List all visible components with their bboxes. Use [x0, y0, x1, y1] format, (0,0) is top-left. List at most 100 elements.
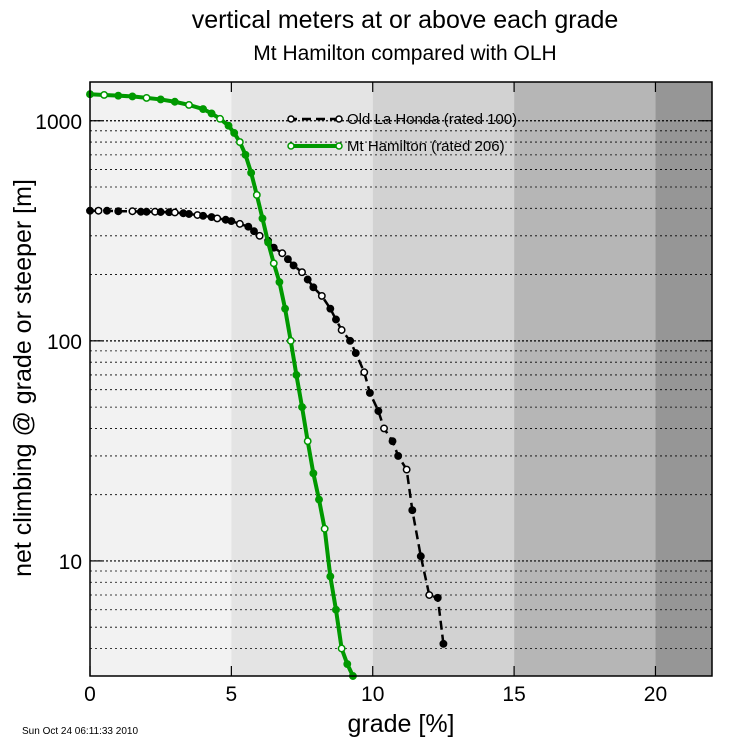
y-tick-label-1000: 1000 — [35, 111, 82, 134]
data-point-0-29 — [303, 275, 312, 284]
data-point-0-19 — [235, 219, 244, 228]
data-point-0-35 — [346, 336, 355, 345]
background-bands — [90, 82, 712, 676]
data-point-1-23 — [292, 370, 301, 379]
data-point-1-4 — [142, 93, 151, 102]
data-point-0-26 — [283, 255, 292, 264]
data-point-1-8 — [199, 105, 208, 114]
data-point-1-27 — [315, 495, 323, 504]
data-point-1-19 — [269, 259, 278, 268]
data-point-0-40 — [380, 424, 388, 433]
data-point-0-43 — [402, 465, 411, 474]
data-point-1-12 — [230, 129, 239, 137]
x-tick-label-20: 20 — [644, 683, 667, 706]
data-point-1-30 — [332, 605, 340, 614]
legend-swatch-mth-marker-left — [287, 142, 295, 150]
data-point-0-6 — [142, 207, 151, 216]
x-tick-label-10: 10 — [361, 683, 384, 706]
data-point-0-38 — [365, 388, 374, 397]
y-tick-label-10: 10 — [59, 551, 82, 574]
y-axis-label: net climbing @ grade or steeper [m] — [9, 179, 37, 577]
data-point-1-1 — [100, 90, 109, 99]
data-point-0-33 — [332, 315, 340, 324]
data-point-0-10 — [170, 208, 179, 217]
grade-band-3 — [514, 82, 656, 676]
data-point-1-24 — [298, 403, 306, 412]
data-point-1-22 — [286, 336, 295, 345]
data-point-0-45 — [416, 552, 425, 561]
data-point-0-27 — [289, 261, 298, 270]
timestamp: Sun Oct 24 06:11:33 2010 — [22, 726, 138, 737]
x-tick-label-15: 15 — [502, 683, 525, 706]
data-point-0-20 — [244, 222, 253, 231]
data-point-1-26 — [309, 469, 318, 478]
data-point-1-20 — [275, 278, 284, 286]
data-point-0-30 — [309, 283, 318, 292]
legend-swatch-mth-marker-right — [335, 142, 343, 150]
data-point-0-48 — [439, 639, 448, 648]
data-point-0-22 — [255, 231, 264, 240]
data-point-1-28 — [320, 524, 329, 533]
x-axis-ticks: 0 5 10 15 20 — [84, 82, 667, 706]
data-point-1-31 — [337, 644, 346, 653]
data-point-0-1 — [94, 206, 103, 215]
series-layer — [86, 90, 448, 680]
data-point-0-8 — [156, 208, 165, 216]
data-point-0-14 — [199, 211, 208, 220]
grade-band-4 — [655, 82, 712, 676]
data-point-1-25 — [303, 437, 312, 446]
data-point-1-11 — [224, 121, 233, 130]
data-point-0-47 — [433, 593, 442, 602]
grade-band-0 — [90, 82, 232, 676]
data-point-1-6 — [170, 97, 179, 106]
data-point-0-25 — [278, 249, 287, 258]
data-point-1-17 — [258, 214, 267, 223]
data-point-1-32 — [343, 660, 352, 668]
legend-swatch-olh-marker-left — [287, 115, 295, 123]
y-axis-ticks: 10 100 1000 — [35, 111, 712, 574]
data-point-0-46 — [425, 591, 434, 599]
data-point-1-21 — [281, 304, 290, 313]
x-tick-label-5: 5 — [226, 683, 238, 706]
data-point-0-12 — [185, 210, 193, 218]
x-tick-label-0: 0 — [84, 683, 96, 706]
data-point-0-4 — [128, 207, 137, 216]
data-point-0-21 — [250, 227, 258, 236]
data-point-0-32 — [326, 304, 335, 313]
legend-entry-olh: Old La Honda (rated 100) — [287, 111, 517, 128]
plot-frame — [89, 81, 713, 677]
series-1 — [86, 90, 357, 680]
data-point-0-44 — [408, 506, 417, 515]
data-point-1-18 — [264, 238, 273, 247]
legend-label-olh: Old La Honda (rated 100) — [347, 111, 517, 128]
legend-swatch-olh-marker-right — [335, 115, 343, 123]
data-point-1-14 — [241, 150, 250, 159]
data-point-1-10 — [216, 114, 225, 123]
data-point-1-13 — [235, 138, 244, 147]
data-point-1-2 — [114, 91, 123, 100]
data-point-0-2 — [103, 206, 111, 215]
grade-band-2 — [372, 82, 515, 676]
data-point-1-15 — [247, 168, 256, 177]
data-point-0-42 — [394, 451, 403, 460]
data-point-1-16 — [252, 191, 261, 199]
data-point-0-16 — [213, 214, 222, 223]
series-0 — [86, 206, 448, 648]
data-point-1-9 — [207, 109, 216, 118]
data-point-1-3 — [128, 92, 137, 101]
data-point-1-7 — [185, 100, 193, 109]
data-point-1-5 — [156, 95, 165, 104]
data-point-0-39 — [374, 407, 383, 415]
chart-title: vertical meters at or above each grade — [192, 6, 619, 34]
data-point-1-29 — [326, 572, 335, 581]
data-point-0-36 — [351, 349, 360, 358]
series-line-1 — [89, 92, 355, 677]
x-axis-label: grade [%] — [347, 710, 454, 738]
data-point-0-3 — [114, 207, 123, 216]
y-tick-label-100: 100 — [47, 331, 82, 354]
legend-label-mt-hamilton: Mt Hamilton (rated 206) — [347, 138, 505, 155]
data-point-0-34 — [337, 326, 346, 334]
data-point-0-31 — [317, 291, 326, 300]
legend: Old La Honda (rated 100) Mt Hamilton (ra… — [287, 111, 517, 155]
legend-entry-mt-hamilton: Mt Hamilton (rated 206) — [287, 138, 505, 155]
